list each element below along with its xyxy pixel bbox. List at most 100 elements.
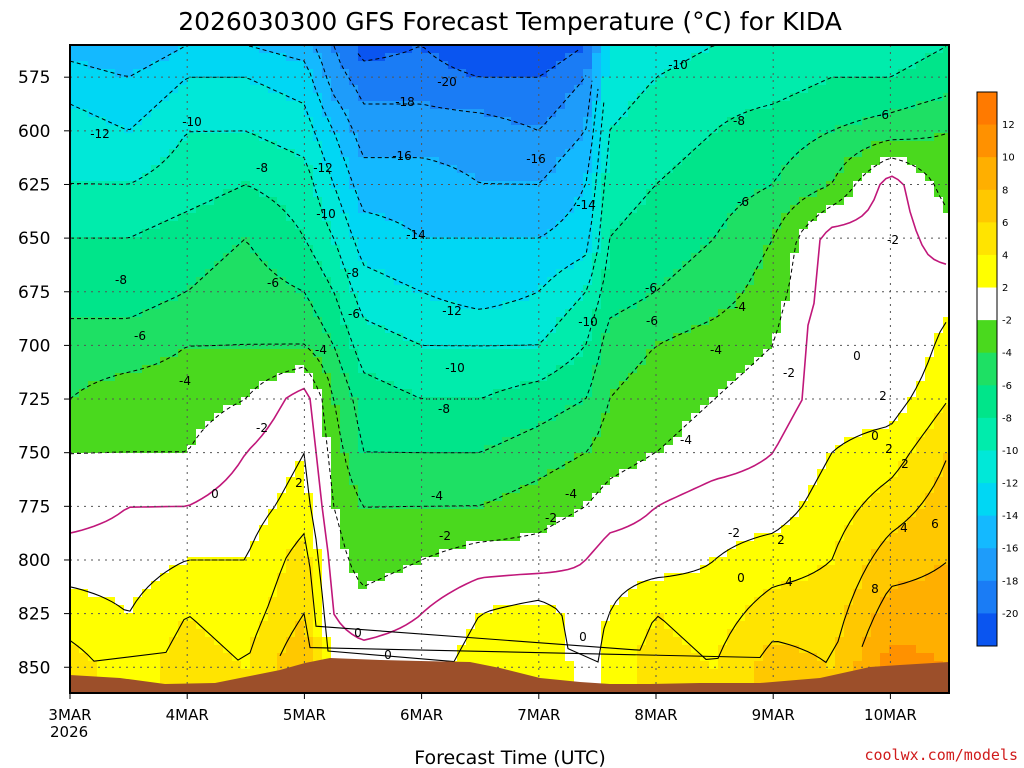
heat-cell <box>115 93 125 102</box>
heat-cell <box>79 221 89 230</box>
heat-cell <box>340 557 350 566</box>
heat-cell <box>196 429 206 438</box>
heat-cell <box>376 333 386 342</box>
heat-cell <box>376 93 386 102</box>
heat-cell <box>403 309 413 318</box>
heat-cell <box>214 309 224 318</box>
heat-cell <box>304 517 314 526</box>
heat-cell <box>124 101 134 110</box>
heat-cell <box>376 509 386 518</box>
heat-cell <box>565 61 575 70</box>
heat-cell <box>610 597 620 606</box>
heat-cell <box>259 389 269 398</box>
heat-cell <box>610 469 620 478</box>
heat-cell <box>268 629 278 638</box>
heat-cell <box>475 461 485 470</box>
heat-cell <box>205 333 215 342</box>
heat-cell <box>241 61 251 70</box>
heat-cell <box>214 469 224 478</box>
heat-cell <box>583 301 593 310</box>
heat-cell <box>322 397 332 406</box>
heat-cell <box>241 637 251 646</box>
heat-cell <box>232 557 242 566</box>
heat-cell <box>151 77 161 86</box>
heat-cell <box>493 509 503 518</box>
heat-cell <box>403 557 413 566</box>
heat-cell <box>97 565 107 574</box>
heat-cell <box>457 549 467 558</box>
heat-cell <box>268 469 278 478</box>
heat-cell <box>304 653 314 662</box>
heat-cell <box>403 237 413 246</box>
heat-cell <box>601 221 611 230</box>
heat-cell <box>313 397 323 406</box>
heat-cell <box>619 381 629 390</box>
heat-cell <box>241 445 251 454</box>
heat-cell <box>70 317 80 326</box>
heat-cell <box>592 621 602 630</box>
heat-cell <box>214 133 224 142</box>
heat-cell <box>448 357 458 366</box>
heat-cell <box>205 597 215 606</box>
heat-cell <box>556 477 566 486</box>
heat-cell <box>340 293 350 302</box>
heat-cell <box>394 237 404 246</box>
heat-cell <box>322 173 332 182</box>
heat-cell <box>196 669 206 678</box>
heat-cell <box>556 493 566 502</box>
heat-cell <box>520 61 530 70</box>
heat-cell <box>232 317 242 326</box>
heat-cell <box>592 381 602 390</box>
heat-cell <box>205 309 215 318</box>
heat-cell <box>385 469 395 478</box>
heat-cell <box>124 421 134 430</box>
heat-cell <box>115 421 125 430</box>
heat-cell <box>88 493 98 502</box>
heat-cell <box>232 373 242 382</box>
heat-cell <box>601 573 611 582</box>
heat-cell <box>475 405 485 414</box>
heat-cell <box>475 597 485 606</box>
heat-cell <box>457 109 467 118</box>
heat-cell <box>295 485 305 494</box>
heat-cell <box>529 245 539 254</box>
heat-cell <box>583 517 593 526</box>
heat-cell <box>187 533 197 542</box>
heat-cell <box>511 133 521 142</box>
heat-cell <box>187 589 197 598</box>
heat-cell <box>403 325 413 334</box>
heat-cell <box>538 421 548 430</box>
heat-cell <box>241 213 251 222</box>
heat-cell <box>88 525 98 534</box>
heat-cell <box>412 557 422 566</box>
heat-cell <box>565 661 575 670</box>
heat-cell <box>196 45 206 54</box>
heat-cell <box>484 485 494 494</box>
heat-cell <box>331 541 341 550</box>
heat-cell <box>151 605 161 614</box>
heat-cell <box>79 661 89 670</box>
heat-cell <box>106 181 116 190</box>
heat-cell <box>367 125 377 134</box>
heat-cell <box>538 469 548 478</box>
heat-cell <box>214 581 224 590</box>
heat-cell <box>502 325 512 334</box>
heat-cell <box>574 469 584 478</box>
heat-cell <box>457 493 467 502</box>
heat-cell <box>565 637 575 646</box>
heat-cell <box>133 461 143 470</box>
heat-cell <box>394 597 404 606</box>
heat-cell <box>583 629 593 638</box>
heat-cell <box>493 101 503 110</box>
heat-cell <box>340 245 350 254</box>
heat-cell <box>205 509 215 518</box>
heat-cell <box>457 117 467 126</box>
heat-cell <box>286 213 296 222</box>
heat-cell <box>205 637 215 646</box>
heat-cell <box>493 597 503 606</box>
heat-cell <box>169 61 179 70</box>
heat-cell <box>565 309 575 318</box>
heat-cell <box>583 181 593 190</box>
heat-cell <box>394 461 404 470</box>
heat-cell <box>187 109 197 118</box>
